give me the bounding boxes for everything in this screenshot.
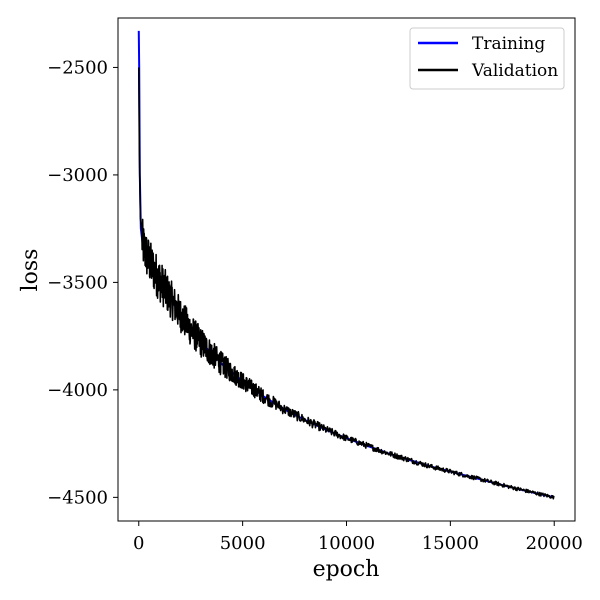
y-axis-label: loss [18,249,43,292]
x-tick-label: 15000 [422,533,479,554]
legend-label-validation: Validation [471,61,558,81]
x-tick-label: 20000 [526,533,583,554]
series-line-validation [137,67,555,500]
y-tick-label: −2500 [47,57,108,78]
x-axis-label: epoch [313,557,380,582]
y-tick-label: −4000 [47,380,108,401]
y-tick-label: −4500 [47,487,108,508]
legend: Training Validation [409,27,565,90]
series-layer [137,30,555,500]
y-tick-label: −3500 [47,272,108,293]
legend-label-training: Training [472,34,545,54]
y-axis: −2500 −3000 −3500 −4000 −4500 [47,57,118,508]
x-tick-label: 5000 [220,533,266,554]
x-axis: 0 5000 10000 15000 20000 [133,521,583,554]
x-tick-label: 0 [133,533,144,554]
y-tick-label: −3000 [47,165,108,186]
x-tick-label: 10000 [318,533,375,554]
